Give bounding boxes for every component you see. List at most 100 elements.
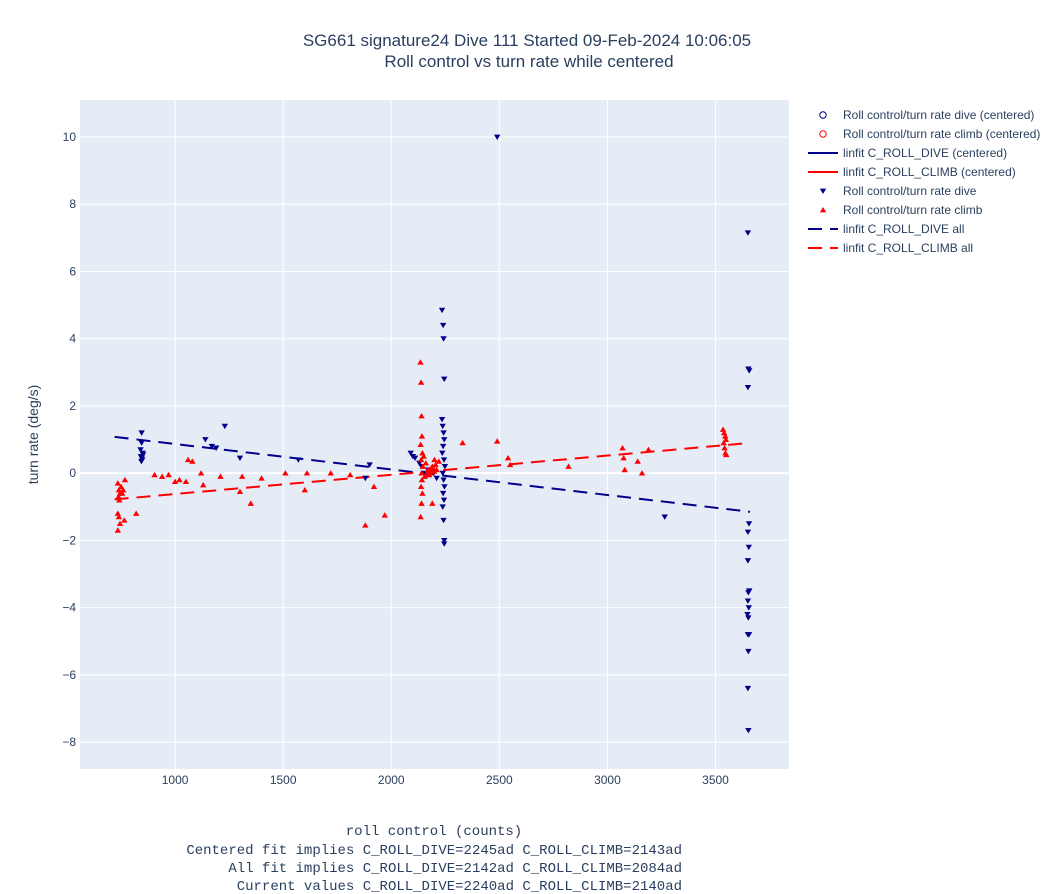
dive-point	[236, 455, 244, 462]
climb-point	[459, 439, 466, 446]
y-tick-label: −2	[62, 533, 76, 547]
chart-title: SG661 signature24 Dive 111 Started 09-Fe…	[303, 31, 751, 50]
climb-point	[722, 436, 730, 442]
dive-point	[139, 452, 147, 458]
climb-point	[420, 453, 427, 459]
dive-point	[745, 521, 753, 527]
climb-point	[165, 471, 172, 478]
y-tick-label: 0	[69, 466, 76, 480]
legend-label: linfit C_ROLL_DIVE all	[843, 222, 964, 236]
climb-point	[418, 433, 426, 439]
y-tick-label: 4	[69, 332, 76, 346]
legend-label: linfit C_ROLL_DIVE (centered)	[843, 146, 1007, 160]
x-tick-label: 1500	[270, 773, 297, 787]
legend-item[interactable]: Roll control/turn rate dive	[819, 184, 977, 198]
chart-subtitle: Roll control vs turn rate while centered	[384, 52, 673, 71]
dive-point	[744, 529, 752, 535]
dive-point	[745, 648, 752, 655]
dive-point	[221, 423, 229, 430]
dive-point	[441, 537, 448, 544]
climb-point	[504, 455, 512, 461]
climb-point	[417, 359, 424, 365]
dive-point	[208, 443, 216, 450]
legend-item[interactable]: Roll control/turn rate climb (centered)	[819, 127, 1041, 141]
climb-point	[506, 461, 514, 468]
climb-point	[435, 458, 443, 464]
climb-point	[417, 456, 425, 463]
dive-point	[744, 611, 751, 618]
plot-area	[80, 100, 789, 769]
climb-point	[301, 486, 309, 493]
climb-point	[565, 463, 572, 469]
dive-point	[745, 632, 753, 638]
dive-point	[441, 484, 448, 490]
climb-point	[719, 426, 727, 432]
climb-point	[114, 480, 122, 486]
climb-point	[118, 490, 126, 496]
climb-point	[431, 456, 438, 463]
climb-point	[381, 512, 388, 518]
legend-item[interactable]: linfit C_ROLL_DIVE (centered)	[808, 146, 1007, 160]
climb-point	[184, 456, 192, 463]
climb-point	[189, 458, 196, 464]
data-markers	[114, 134, 753, 734]
dive-point	[745, 727, 752, 734]
legend-label: Roll control/turn rate climb	[843, 203, 983, 217]
climb-point	[151, 471, 158, 478]
legend-symbol-circle	[819, 111, 827, 119]
dive-point	[439, 423, 446, 430]
legend-symbol-triangle-up	[819, 207, 827, 213]
climb-point	[620, 455, 627, 461]
y-tick-label: 10	[63, 130, 77, 144]
grid-lines	[80, 100, 789, 769]
climb-point	[114, 510, 122, 516]
legend-item[interactable]: linfit C_ROLL_CLIMB all	[808, 241, 973, 255]
climb-point	[638, 470, 646, 476]
dive-point	[212, 445, 220, 451]
climb-point	[115, 493, 122, 500]
climb-point	[121, 476, 129, 483]
climb-point	[158, 473, 166, 479]
legend-symbol-triangle-down	[819, 188, 827, 194]
y-axis-label: turn rate (deg/s)	[25, 385, 41, 485]
x-tick-label: 3000	[594, 773, 621, 787]
x-tick-label: 1000	[162, 773, 189, 787]
legend-label: Roll control/turn rate dive	[843, 184, 977, 198]
dive-point	[202, 437, 209, 443]
climb-point	[117, 483, 125, 490]
dive-point	[441, 541, 448, 547]
legend-item[interactable]: Roll control/turn rate climb	[819, 203, 983, 217]
dive-point	[441, 376, 448, 383]
y-tick-label: −8	[62, 735, 76, 749]
dive-point	[439, 504, 446, 510]
dive-point	[744, 685, 752, 692]
dive-point	[440, 497, 448, 504]
dive-point	[744, 598, 752, 604]
climb-point	[200, 481, 207, 488]
legend-label: Roll control/turn rate climb (centered)	[843, 127, 1040, 141]
dive-point	[745, 605, 752, 611]
dive-point	[138, 440, 145, 446]
climb-point	[419, 490, 426, 496]
climb-point	[114, 527, 122, 533]
legend-symbol-circle	[819, 130, 827, 138]
dive-point	[744, 558, 752, 564]
legend[interactable]: Roll control/turn rate dive (centered) Ro…	[808, 108, 1040, 255]
legend-label: linfit C_ROLL_CLIMB all	[843, 241, 973, 255]
climb-point	[238, 473, 246, 479]
legend-item[interactable]: linfit C_ROLL_DIVE all	[808, 222, 964, 236]
dive-point	[138, 458, 145, 465]
climb-point	[621, 466, 628, 473]
dive-point	[137, 447, 144, 453]
climb-point	[433, 466, 440, 473]
legend-item[interactable]: Roll control/turn rate dive (centered)	[819, 108, 1035, 122]
dive-point	[362, 475, 369, 482]
climb-point	[417, 513, 424, 520]
dive-point	[441, 437, 448, 443]
legend-item[interactable]: linfit C_ROLL_CLIMB (centered)	[808, 165, 1016, 179]
climb-point	[197, 470, 205, 476]
climb-point	[418, 476, 426, 483]
dive-point	[440, 336, 447, 342]
climb-point	[362, 522, 369, 528]
